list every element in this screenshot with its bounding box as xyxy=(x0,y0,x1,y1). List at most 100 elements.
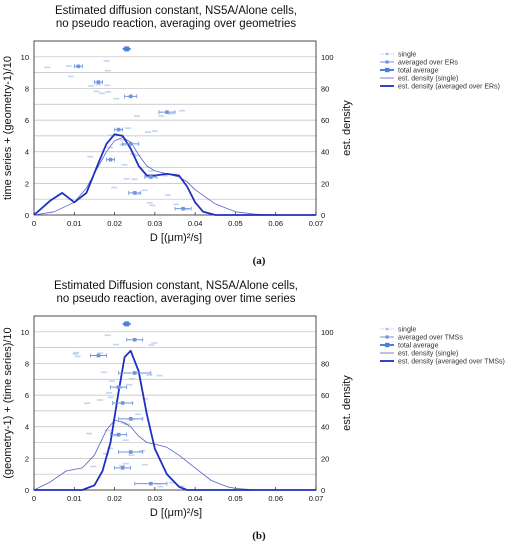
single-value-mark xyxy=(123,178,130,180)
y2-axis-label: est. density xyxy=(341,100,353,156)
y2-tick-label: 40 xyxy=(321,148,329,157)
single-value-mark xyxy=(103,452,110,455)
single-value-mark xyxy=(108,380,115,382)
y-axis-label: time series + (geometry-1)/10 xyxy=(2,56,14,200)
y2-tick-label: 80 xyxy=(321,359,329,368)
y2-axis-label: est. density xyxy=(341,375,353,431)
x-axis-label: D [(μm)²/s] xyxy=(150,232,202,244)
single-value-mark xyxy=(167,113,174,115)
averaged-point xyxy=(149,481,153,486)
averaged-point xyxy=(116,432,121,437)
single-value-mark xyxy=(120,144,127,146)
legend-label: est. density (averaged over ERs) xyxy=(398,84,500,91)
legend-swatch-single-marker xyxy=(385,52,389,56)
single-value-mark xyxy=(162,174,169,177)
y-tick-label: 8 xyxy=(25,84,29,93)
single-value-mark xyxy=(156,374,163,377)
single-value-mark xyxy=(179,109,186,112)
legend-label: single xyxy=(398,52,416,59)
x-tick-label: 0.07 xyxy=(309,219,324,228)
single-value-mark xyxy=(67,75,74,78)
single-value-mark xyxy=(146,374,153,376)
y-tick-label: 10 xyxy=(21,53,29,62)
single-value-mark xyxy=(134,193,141,195)
single-value-mark xyxy=(97,352,104,354)
density-curve-single xyxy=(33,137,316,216)
single-value-mark xyxy=(103,59,110,62)
single-value-mark xyxy=(100,371,107,374)
averaged-point xyxy=(108,157,113,162)
averaged-point xyxy=(116,385,121,389)
legend-label: est. density (single) xyxy=(398,351,458,358)
single-value-mark xyxy=(146,202,153,204)
legend-label: total average xyxy=(398,68,439,75)
single-value-mark xyxy=(112,343,119,346)
legend-label: averaged over ERs xyxy=(398,60,458,67)
legend-swatch-averaged-marker xyxy=(385,60,389,64)
chart-title-line2: no pseudo reaction, averaging over time … xyxy=(56,293,295,305)
y2-tick-label: 80 xyxy=(321,84,329,93)
y-tick-label: 8 xyxy=(25,359,29,368)
single-value-mark xyxy=(72,353,79,355)
single-value-mark xyxy=(93,90,100,93)
y-tick-label: 6 xyxy=(25,116,29,125)
single-value-mark xyxy=(104,334,111,337)
legend-label: single xyxy=(398,327,416,334)
single-value-mark xyxy=(125,127,132,129)
averaged-point xyxy=(149,175,153,179)
averaged-point xyxy=(132,191,137,195)
total-average-point xyxy=(124,46,130,52)
density-curve-averaged xyxy=(33,133,316,216)
single-value-mark xyxy=(97,399,104,401)
y-tick-label: 6 xyxy=(25,391,29,400)
y-tick-label: 0 xyxy=(25,486,29,495)
single-value-mark xyxy=(119,139,126,141)
chart-title-line2: no pseudo reaction, averaging over geome… xyxy=(56,18,297,30)
single-value-mark xyxy=(44,66,51,69)
single-value-mark xyxy=(121,163,128,166)
figure-caption: (b) xyxy=(252,530,266,542)
averaged-point xyxy=(76,64,81,69)
legend-swatch-averaged-marker xyxy=(385,335,389,339)
x-tick-label: 0.02 xyxy=(107,494,122,503)
single-value-mark xyxy=(133,115,140,117)
single-value-mark xyxy=(148,170,155,172)
single-value-mark xyxy=(118,464,125,467)
y-tick-label: 0 xyxy=(25,211,29,220)
single-value-mark xyxy=(105,91,112,93)
single-value-mark xyxy=(148,344,155,346)
x-tick-label: 0.03 xyxy=(148,494,163,503)
chart-a: Estimated diffusion constant, NS5A/Alone… xyxy=(2,5,500,267)
single-value-mark xyxy=(95,83,102,86)
single-value-mark xyxy=(111,186,118,189)
single-value-mark xyxy=(84,402,91,405)
averaged-point xyxy=(132,337,137,342)
y2-tick-label: 100 xyxy=(321,328,334,337)
single-value-mark xyxy=(141,189,148,192)
x-tick-label: 0.02 xyxy=(107,219,122,228)
single-value-mark xyxy=(168,481,175,484)
single-value-mark xyxy=(141,463,148,466)
single-value-mark xyxy=(157,485,164,488)
single-value-mark xyxy=(65,65,72,67)
single-value-mark xyxy=(142,398,149,400)
legend-label: est. density (single) xyxy=(398,76,458,83)
y-tick-label: 10 xyxy=(21,328,29,337)
x-tick-label: 0 xyxy=(32,494,36,503)
y-tick-label: 4 xyxy=(25,148,29,157)
chart-title-line1: Estimated Diffusion constant, NS5A/Alone… xyxy=(54,280,298,292)
x-tick-label: 0.05 xyxy=(228,219,243,228)
single-value-mark xyxy=(144,131,151,134)
x-tick-label: 0.03 xyxy=(148,219,163,228)
single-value-mark xyxy=(158,115,165,117)
legend-label: total average xyxy=(398,343,439,350)
single-value-mark xyxy=(151,130,158,132)
y2-tick-label: 20 xyxy=(321,179,329,188)
averaged-point xyxy=(128,450,133,454)
density-curve-averaged xyxy=(34,349,316,491)
y-tick-label: 2 xyxy=(25,179,29,188)
x-tick-label: 0.07 xyxy=(309,494,324,503)
x-tick-label: 0.05 xyxy=(228,494,243,503)
single-value-mark xyxy=(178,485,185,488)
single-value-mark xyxy=(173,203,180,206)
